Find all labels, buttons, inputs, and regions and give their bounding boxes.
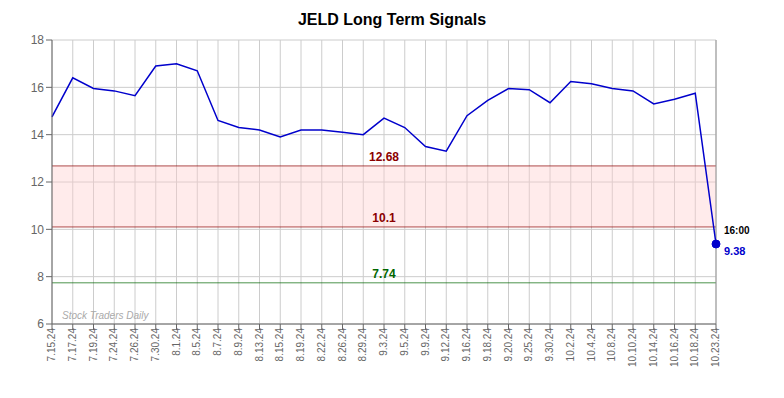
svg-text:9.20.24: 9.20.24 [503,328,514,362]
svg-text:7.30.24: 7.30.24 [150,328,161,362]
svg-text:16:00: 16:00 [724,225,750,236]
svg-text:18: 18 [31,33,45,47]
svg-text:7.24.24: 7.24.24 [108,328,119,362]
svg-text:10.2.24: 10.2.24 [565,328,576,362]
svg-text:8.22.24: 8.22.24 [316,328,327,362]
svg-text:10.1: 10.1 [372,211,396,225]
svg-text:Stock Traders Daily: Stock Traders Daily [62,310,150,321]
svg-text:10.8.24: 10.8.24 [606,328,617,362]
svg-text:8.5.24: 8.5.24 [191,328,202,356]
svg-text:8: 8 [37,270,44,284]
svg-text:8.7.24: 8.7.24 [212,328,223,356]
svg-text:8.15.24: 8.15.24 [274,328,285,362]
svg-text:14: 14 [31,128,45,142]
svg-text:9.38: 9.38 [724,245,745,257]
svg-text:6: 6 [37,317,44,331]
svg-text:7.74: 7.74 [372,267,396,281]
svg-text:9.3.24: 9.3.24 [378,328,389,356]
svg-text:9.12.24: 9.12.24 [440,328,451,362]
svg-text:10.14.24: 10.14.24 [648,328,659,367]
svg-text:7.17.24: 7.17.24 [67,328,78,362]
svg-text:8.19.24: 8.19.24 [295,328,306,362]
svg-text:9.16.24: 9.16.24 [461,328,472,362]
svg-text:12: 12 [31,175,45,189]
svg-text:9.18.24: 9.18.24 [482,328,493,362]
svg-text:8.26.24: 8.26.24 [337,328,348,362]
svg-text:10.18.24: 10.18.24 [689,328,700,367]
svg-text:9.30.24: 9.30.24 [544,328,555,362]
svg-text:8.13.24: 8.13.24 [254,328,265,362]
svg-text:10.16.24: 10.16.24 [669,328,680,367]
svg-text:8.9.24: 8.9.24 [233,328,244,356]
svg-text:10.4.24: 10.4.24 [586,328,597,362]
svg-text:10: 10 [31,223,45,237]
svg-text:9.5.24: 9.5.24 [399,328,410,356]
svg-text:7.15.24: 7.15.24 [46,328,57,362]
svg-text:7.26.24: 7.26.24 [129,328,140,362]
svg-text:12.68: 12.68 [369,150,399,164]
svg-text:9.9.24: 9.9.24 [420,328,431,356]
svg-text:16: 16 [31,81,45,95]
svg-text:8.1.24: 8.1.24 [171,328,182,356]
svg-text:10.10.24: 10.10.24 [627,328,638,367]
html-text:JELD Long Term Signals: JELD Long Term Signals [297,11,487,28]
svg-text:8.29.24: 8.29.24 [357,328,368,362]
svg-text:10.23.24: 10.23.24 [710,328,721,367]
svg-text:7.19.24: 7.19.24 [88,328,99,362]
svg-text:9.25.24: 9.25.24 [523,328,534,362]
